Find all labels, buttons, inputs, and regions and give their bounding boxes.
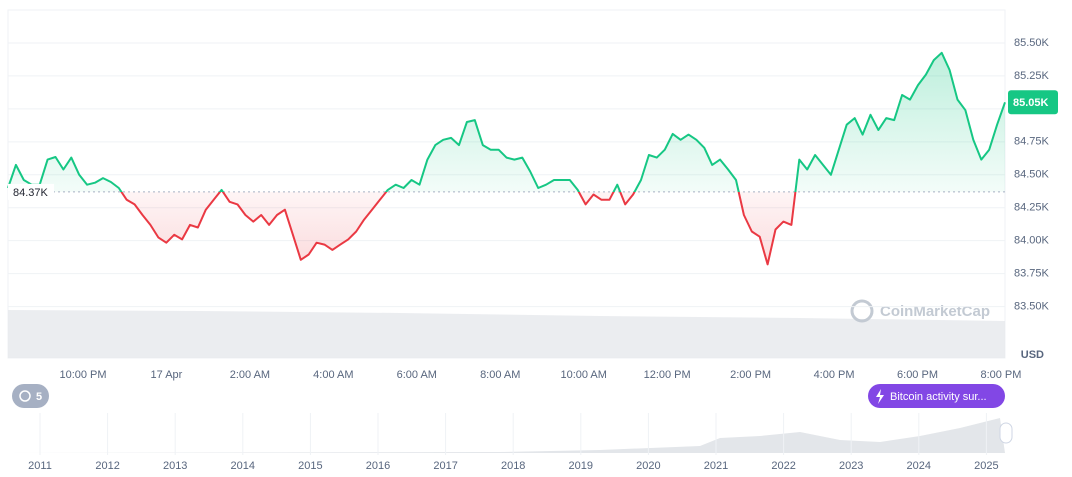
y-tick-label: 83.75K [1014, 268, 1050, 280]
alert-text: Bitcoin activity sur... [890, 391, 987, 403]
last-price-label: 85.05K [1013, 97, 1049, 109]
y-tick-label: 83.50K [1014, 300, 1050, 312]
x-tick-label: 6:00 AM [397, 369, 437, 381]
x-tick-label: 8:00 PM [980, 369, 1021, 381]
x-tick-label: 4:00 PM [814, 369, 855, 381]
x-tick-label: 4:00 AM [313, 369, 353, 381]
navigator [8, 413, 1013, 455]
x-tick-label: 17 Apr [151, 369, 183, 381]
navigator-year: 2022 [771, 460, 795, 472]
navigator-year: 2023 [839, 460, 863, 472]
y-tick-label: 84.25K [1014, 202, 1050, 214]
y-tick-label: 85.50K [1014, 37, 1050, 49]
volume-area [8, 310, 1005, 358]
navigator-year: 2016 [366, 460, 390, 472]
navigator-area [8, 418, 1005, 453]
navigator-year: 2011 [28, 460, 52, 472]
currency-label: USD [1021, 349, 1044, 361]
x-tick-label: 6:00 PM [897, 369, 938, 381]
x-tick-label: 8:00 AM [480, 369, 520, 381]
watermark-text: CoinMarketCap [880, 303, 990, 320]
navigator-year: 2021 [704, 460, 728, 472]
navigator-handle[interactable] [999, 422, 1013, 444]
price-line [7, 51, 1006, 266]
navigator-year: 2024 [907, 460, 931, 472]
x-tick-label: 2:00 PM [730, 369, 771, 381]
x-tick-label: 10:00 AM [560, 369, 606, 381]
navigator-year: 2013 [163, 460, 187, 472]
last-price-box [1008, 90, 1058, 115]
navigator-year: 2020 [636, 460, 660, 472]
navigator-year: 2014 [231, 460, 255, 472]
y-tick-label: 84.50K [1014, 169, 1050, 181]
navigator-year: 2012 [95, 460, 119, 472]
x-tick-label: 10:00 PM [59, 369, 106, 381]
x-tick-label: 2:00 AM [230, 369, 270, 381]
baseline-label: 84.37K [13, 187, 49, 199]
navigator-year: 2015 [298, 460, 322, 472]
navigator-year: 2019 [569, 460, 593, 472]
navigator-year: 2025 [974, 460, 998, 472]
navigator-year: 2018 [501, 460, 525, 472]
y-tick-label: 85.25K [1014, 70, 1050, 82]
y-tick-label: 84.75K [1014, 136, 1050, 148]
baseline-label-box [8, 183, 54, 200]
badge[interactable]: 5 [12, 384, 49, 408]
alert-button[interactable]: Bitcoin activity sur... [868, 384, 1005, 408]
navigator-year: 2017 [433, 460, 457, 472]
badge-count: 5 [36, 391, 42, 403]
y-tick-label: 84.00K [1014, 235, 1050, 247]
watermark: CoinMarketCap [850, 299, 990, 323]
x-tick-label: 12:00 PM [644, 369, 691, 381]
